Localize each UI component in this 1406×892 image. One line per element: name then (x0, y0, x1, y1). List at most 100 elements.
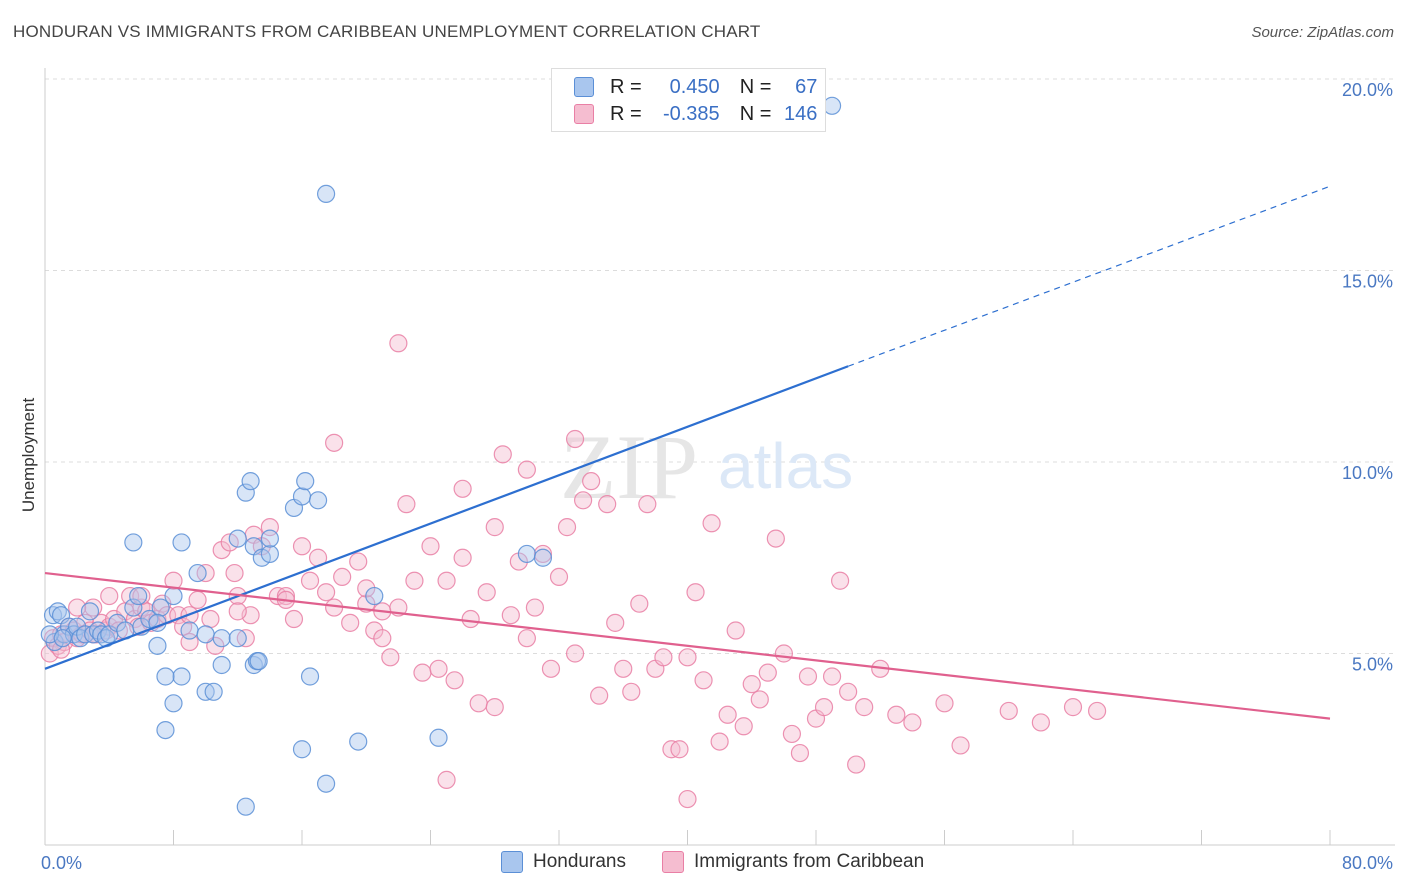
pink-point (469, 694, 488, 713)
pink-point (201, 609, 220, 629)
n-value: 67 (795, 75, 818, 98)
legend-item-hondurans: Hondurans (501, 851, 626, 873)
pink-point (533, 544, 553, 564)
blue-point (533, 548, 553, 567)
pink-point (541, 659, 561, 678)
blue-point (822, 96, 842, 115)
pink-point (782, 724, 802, 744)
blue-point (260, 529, 279, 548)
pink-point (742, 675, 761, 694)
x-tick-label: 0.0% (41, 853, 82, 873)
blue-point (156, 720, 175, 740)
blue-point (260, 544, 279, 564)
pink-point (718, 705, 737, 724)
r-value: -0.385 (662, 102, 720, 125)
pink-point (453, 479, 472, 498)
pink-point (381, 648, 400, 667)
pink-point (429, 659, 448, 678)
blue-point (53, 629, 72, 648)
pink-point (316, 583, 336, 602)
blue-point (124, 533, 143, 552)
pink-point (565, 644, 585, 663)
blue-swatch (501, 851, 523, 873)
pink-point (333, 567, 352, 587)
blue-point (212, 629, 231, 648)
pink-point (437, 571, 456, 590)
y-tick-label: 10.0% (1342, 463, 1393, 483)
pink-point (670, 740, 689, 759)
pink-point (573, 491, 593, 510)
trend-lines (44, 185, 1331, 720)
pink-point (750, 690, 769, 709)
legend-label-caribbean: Immigrants from Caribbean (694, 851, 925, 872)
pink-point (325, 433, 344, 452)
axes (44, 68, 1395, 846)
legend-row-hondurans: R = 0.450 N = 67 (574, 74, 817, 100)
blue-point (188, 563, 207, 583)
pink-point (710, 732, 729, 751)
blue-point (164, 586, 183, 606)
pink-point (630, 594, 649, 613)
y-axis-title: Unemployment (19, 398, 38, 513)
chart-title: HONDURAN VS IMMIGRANTS FROM CARIBBEAN UN… (13, 22, 761, 41)
blue-point (80, 602, 100, 621)
pink-point (421, 537, 440, 556)
blue-point (228, 629, 247, 648)
pink-point (164, 571, 183, 590)
pink-point (284, 609, 304, 629)
legend-item-caribbean: Immigrants from Caribbean (662, 851, 924, 873)
blue-point (172, 667, 191, 686)
pink-point (397, 495, 416, 514)
r-label: R = (610, 75, 642, 98)
pink-point (887, 705, 906, 724)
x-tick-label: 80.0% (1342, 853, 1393, 873)
n-value: 146 (784, 102, 818, 125)
pink-point (951, 736, 970, 755)
pink-point (694, 671, 713, 690)
pink-point (855, 698, 874, 717)
pink-point (389, 334, 408, 353)
pink-point (614, 659, 633, 678)
pink-point (453, 548, 472, 567)
pink-point (582, 472, 601, 491)
blue-point (241, 472, 260, 491)
blue-point (196, 625, 215, 644)
blue-point (164, 694, 183, 713)
pink-point (702, 514, 721, 533)
n-label: N = (739, 102, 772, 125)
r-label: R = (610, 102, 642, 125)
pink-point (549, 567, 569, 587)
pink-point (790, 743, 810, 763)
blue-trend-line (44, 365, 849, 670)
pink-point (225, 563, 244, 583)
pink-point (686, 583, 705, 602)
pink-point (413, 663, 432, 682)
pink-point (678, 648, 697, 667)
pink-point (1063, 698, 1083, 717)
blue-point (300, 667, 320, 686)
stats-legend: R = 0.450 N = 67 R = -0.385 N = 146 (551, 68, 826, 132)
blue-point (204, 682, 223, 701)
pink-point (638, 495, 657, 514)
pink-point (461, 609, 480, 629)
pink-point (598, 495, 617, 514)
y-tick-label: 5.0% (1352, 655, 1393, 675)
pink-point (774, 644, 793, 663)
pink-point (349, 552, 368, 571)
pink-point (766, 529, 785, 548)
blue-point (365, 586, 384, 606)
legend-row-caribbean: R = -0.385 N = 146 (574, 101, 817, 127)
pink-point (525, 598, 545, 617)
pink-point (935, 694, 954, 713)
pink-point (445, 671, 464, 690)
pink-point (814, 698, 834, 717)
pink-point (798, 667, 818, 686)
pink-point (654, 648, 673, 667)
source-label: Source: ZipAtlas.com (1251, 24, 1394, 41)
watermark-atlas: atlas (718, 430, 853, 502)
pink-point (830, 571, 850, 590)
pink-point (493, 445, 512, 464)
tick-labels: 5.0% 10.0% 15.0% 20.0% 0.0% 80.0% (41, 80, 1393, 873)
pink-swatch (662, 851, 684, 873)
